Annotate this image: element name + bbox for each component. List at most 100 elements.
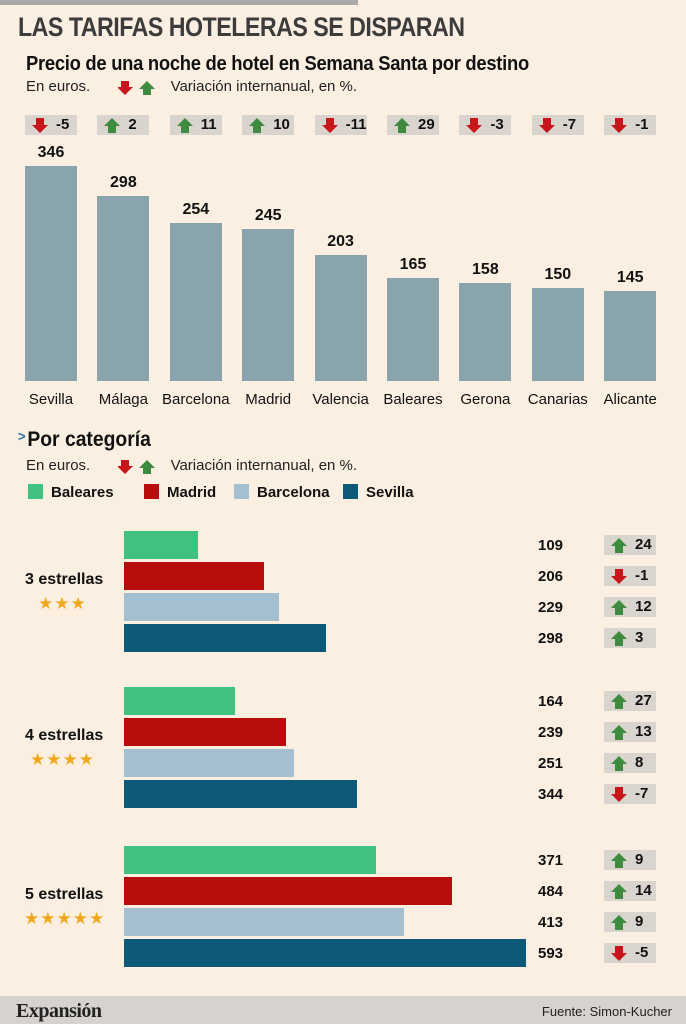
variation-badge: 8 [604,753,656,773]
unit-label-2: En euros. [26,457,91,474]
source-note: Fuente: Simon-Kucher [541,1004,672,1019]
chart-subtitle: Precio de una noche de hotel en Semana S… [26,53,529,75]
bar-value-label: 371 [538,852,564,869]
variation-arrows-icon-2 [117,458,158,475]
bar-value-label: 239 [538,724,564,741]
bar [124,780,358,808]
bar [124,687,236,715]
variation-value: -11 [345,116,367,133]
variation-value: -7 [562,116,577,133]
bar-value-label: 298 [110,173,137,191]
category-label: Valencia [312,391,369,408]
star-rating-icon: ★★★ [38,594,87,613]
variation-badge: -5 [604,943,656,963]
bar [25,166,77,381]
arrow-up-icon [249,118,266,139]
arrow-down-icon [466,118,483,139]
arrow-down-icon [538,118,555,139]
variation-value: 24 [635,536,652,553]
variation-badge: -1 [604,566,656,586]
bar [97,195,150,381]
category-group-label: 3 estrellas [25,571,104,588]
category-label: Málaga [98,391,148,408]
bar-value-label: 484 [538,883,564,900]
bar [124,593,280,621]
variation-badge: 9 [604,912,656,932]
variation-value: 3 [635,629,644,646]
arrow-down-icon [32,118,48,139]
arrow-up-icon [611,600,627,621]
legend-line-category: En euros. Variación internanual, en %. [26,457,357,475]
bar [124,846,376,874]
category-group-label: 5 estrellas [25,886,104,903]
variation-value: 29 [418,116,435,133]
variation-value: 13 [635,723,652,740]
category-label: Baleares [383,391,443,408]
arrow-up-icon [104,118,121,139]
variation-value: 9 [635,913,644,930]
arrow-down-icon [321,118,338,139]
variation-badge: -3 [459,115,512,135]
legend-item-sevilla: Sevilla [343,484,414,501]
bar [124,531,198,559]
variation-badge: 3 [604,628,656,648]
variation-badge: 11 [169,115,222,135]
variation-value: 10 [273,116,290,133]
arrow-up-icon [611,915,627,936]
footer-bar [0,996,686,1024]
variation-badge: 14 [604,881,656,901]
bar [169,223,222,381]
variation-value: 11 [200,116,217,133]
variation-badge: 27 [604,691,656,711]
section-title: >Por categoría [18,428,151,451]
arrow-up-icon [611,538,627,559]
bar-value-label: 254 [182,201,210,219]
bar [124,624,327,652]
variation-badge: 13 [604,722,656,742]
bar-value-label: 298 [538,630,564,647]
variation-value: -5 [56,116,70,133]
variation-arrows-icon [117,79,158,96]
main-title: LAS TARIFAS HOTELERAS SE DISPARAN [18,12,465,42]
variation-value: 2 [128,116,137,133]
category-label: Barcelona [162,391,230,408]
arrow-up-icon [611,884,627,905]
arrow-down-icon [611,946,627,967]
variation-value: 27 [635,692,652,709]
variation-value: -5 [635,944,649,961]
star-rating-icon: ★★★★★ [24,909,106,928]
variation-label-2: Variación internanual, en %. [170,457,358,474]
chevron-right-icon: > [18,428,26,444]
bar [124,939,526,967]
bar [314,254,367,381]
variation-badge: 10 [242,115,295,135]
variation-value: -7 [635,785,649,802]
variation-badge: -5 [25,115,77,135]
category-label: Madrid [245,391,292,408]
bar [124,908,404,936]
variation-value: 9 [635,851,644,868]
bar-value-label: 346 [37,144,65,161]
variation-badge: -7 [604,784,656,804]
bar-value-label: 165 [399,256,427,274]
variation-badge: 24 [604,535,656,555]
category-label: Sevilla [28,391,74,408]
bar [604,290,657,381]
unit-label: En euros. [26,78,91,95]
bar-value-label: 245 [254,206,282,224]
legend-item-baleares: Baleares [28,484,114,501]
bar-value-label: 206 [538,568,564,585]
variation-badge: -1 [604,115,657,135]
variation-value: 12 [635,598,652,615]
legend-swatch [343,484,358,499]
variation-value: -1 [635,116,649,133]
variation-badge: -7 [531,115,584,135]
legend-item-madrid: Madrid [144,484,216,501]
legend-item-barcelona: Barcelona [234,484,330,501]
legend-swatch [234,484,249,499]
variation-badge: 2 [97,115,150,135]
bar-value-label: 203 [327,232,354,250]
category-label: Gerona [460,391,511,408]
variation-value: -1 [635,567,649,584]
bar [387,278,439,381]
